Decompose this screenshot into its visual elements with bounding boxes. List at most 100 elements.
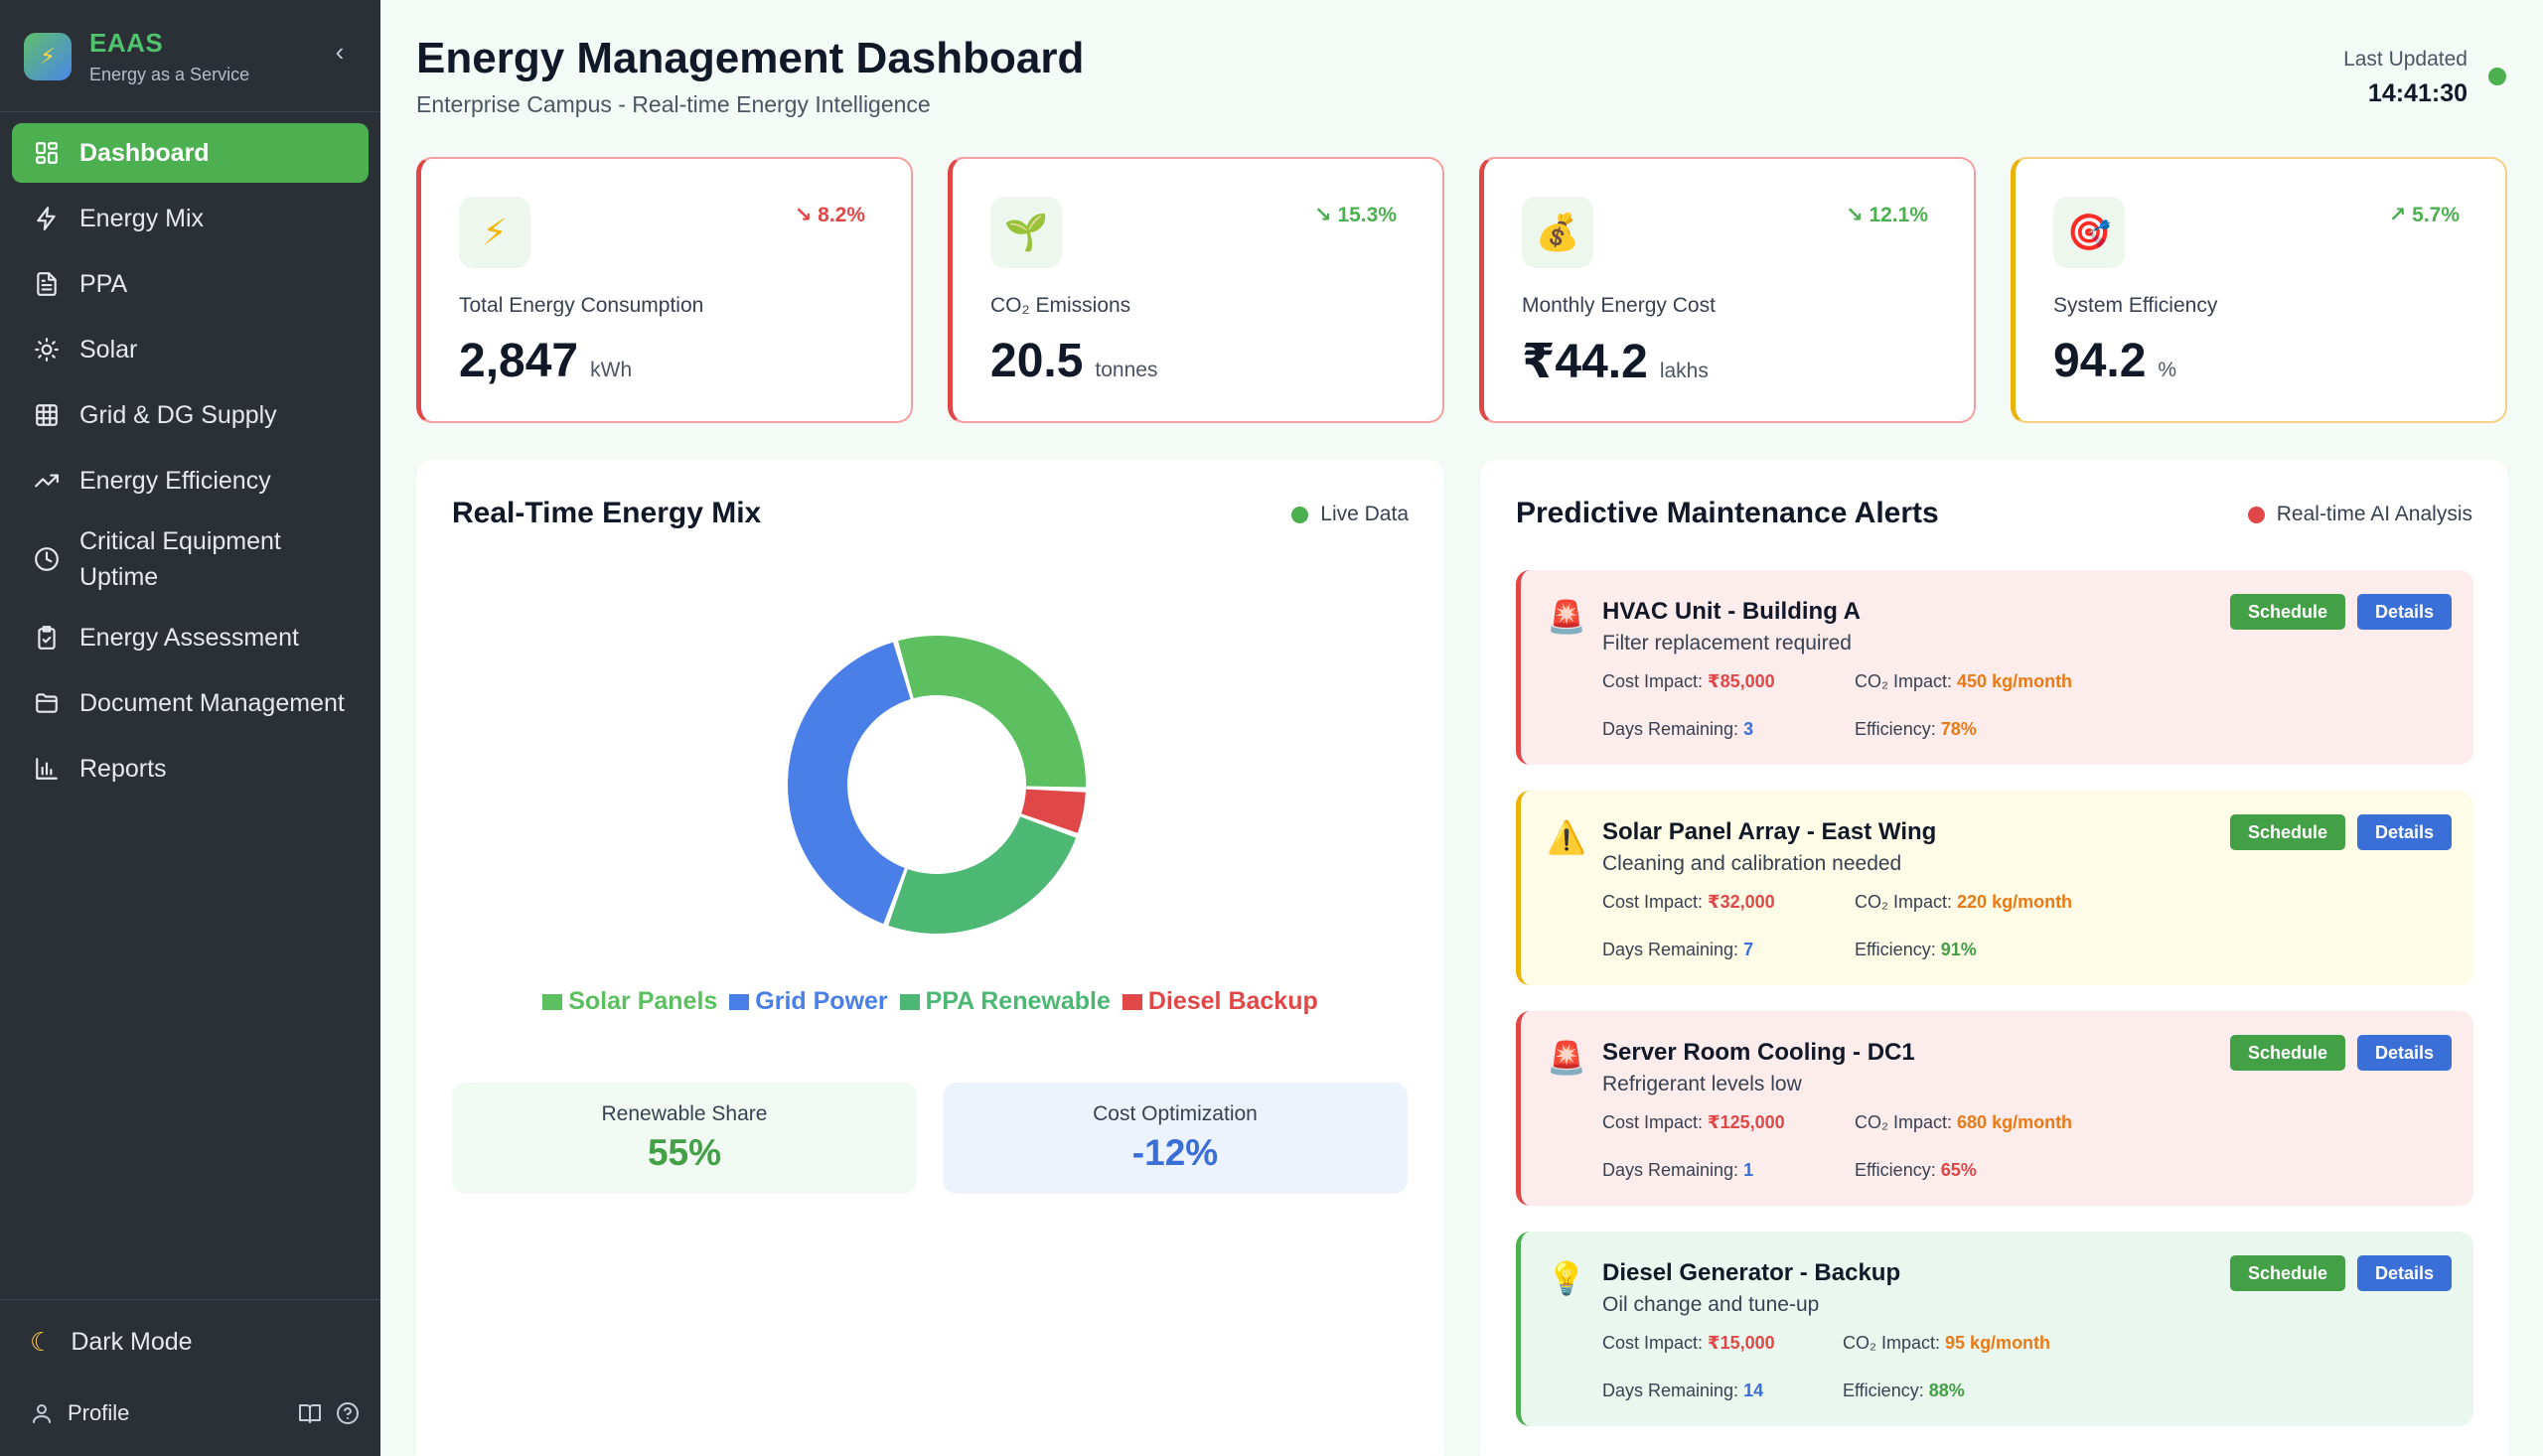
sidebar-item-energy-assessment[interactable]: Energy Assessment — [12, 608, 369, 667]
dark-mode-toggle[interactable]: ☾ Dark Mode — [30, 1327, 193, 1358]
last-updated: Last Updated 14:41:30 — [2343, 48, 2468, 108]
details-button[interactable]: Details — [2356, 594, 2452, 630]
bolt-icon — [32, 204, 62, 233]
donut-slice-ppa[interactable] — [888, 816, 1077, 934]
kpi-unit: tonnes — [1095, 359, 1158, 381]
energy-mix-panel: Real-Time Energy Mix Live Data Solar Pan… — [416, 459, 1444, 1456]
sidebar-item-reports[interactable]: Reports — [12, 739, 369, 799]
kpi-value: 20.5 — [990, 335, 1084, 387]
alert-description: Refrigerant levels low — [1602, 1073, 1802, 1095]
kpi-trend: ↘ 12.1% — [1846, 204, 1928, 226]
lightbulb-icon: 💡 — [1547, 1260, 1586, 1296]
details-button[interactable]: Details — [2356, 814, 2452, 850]
sidebar-item-label: Energy Assessment — [79, 624, 299, 652]
last-updated-time: 14:41:30 — [2367, 79, 2468, 107]
sidebar-item-energy-efficiency[interactable]: Energy Efficiency — [12, 451, 369, 510]
energy-mix-donut-chart — [778, 626, 1096, 944]
alert-title: HVAC Unit - Building A — [1602, 598, 1861, 625]
alert-title: Solar Panel Array - East Wing — [1602, 818, 1937, 845]
sidebar-item-ppa[interactable]: PPA — [12, 254, 369, 314]
legend-item-grid[interactable]: Grid Power — [729, 987, 888, 1016]
target-icon: 🎯 — [2053, 197, 2125, 268]
sidebar-item-grid-dg-supply[interactable]: Grid & DG Supply — [12, 385, 369, 445]
legend-item-ppa[interactable]: PPA Renewable — [899, 987, 1111, 1016]
live-data-label: Live Data — [1320, 503, 1409, 525]
kpi-card-system-efficiency[interactable]: 🎯 ↗ 5.7% System Efficiency 94.2% — [2011, 157, 2507, 423]
sidebar-item-dashboard[interactable]: Dashboard — [12, 123, 369, 183]
kpi-trend: ↗ 5.7% — [2388, 204, 2460, 226]
schedule-button[interactable]: Schedule — [2229, 1035, 2345, 1071]
alert-card: 🚨 HVAC Unit - Building A Filter replacem… — [1516, 570, 2473, 765]
sidebar-item-label: Grid & DG Supply — [79, 401, 277, 429]
sidebar-item-label: Energy Mix — [79, 205, 205, 232]
efficiency: Efficiency: 88% — [1843, 1381, 1965, 1400]
panel-title: Predictive Maintenance Alerts — [1516, 497, 1939, 529]
cost-impact: Cost Impact: ₹32,000 — [1602, 892, 1775, 912]
live-data-status: Live Data — [1291, 503, 1409, 526]
collapse-sidebar-chevron-icon[interactable]: ‹ — [335, 36, 345, 67]
brand-tagline: Energy as a Service — [89, 65, 250, 84]
days-remaining: Days Remaining: 14 — [1602, 1381, 1764, 1400]
renewable-share-label: Renewable Share — [601, 1102, 768, 1125]
brand[interactable]: ⚡ EAAS Energy as a Service — [24, 28, 249, 85]
table-icon — [32, 400, 62, 430]
grid-icon — [32, 138, 62, 168]
profile-row: Profile — [30, 1400, 360, 1426]
co2-impact: CO₂ Impact: 680 kg/month — [1855, 1112, 2073, 1132]
details-button[interactable]: Details — [2356, 1255, 2452, 1291]
alert-card: 🚨 Server Room Cooling - DC1 Refrigerant … — [1516, 1011, 2473, 1206]
divider — [0, 111, 380, 112]
alert-description: Cleaning and calibration needed — [1602, 852, 1902, 875]
brand-name: EAAS — [89, 28, 164, 58]
money-bag-icon: 💰 — [1522, 197, 1593, 268]
bar-chart-icon — [32, 754, 62, 784]
sidebar-item-label: Document Management — [79, 689, 345, 717]
lightning-icon: ⚡ — [459, 197, 530, 268]
donut-slice-solar[interactable] — [898, 636, 1086, 788]
alert-description: Filter replacement required — [1602, 632, 1852, 655]
sidebar-item-energy-mix[interactable]: Energy Mix — [12, 189, 369, 248]
donut-slice-diesel[interactable] — [1021, 789, 1086, 833]
kpi-value: ₹44.2 — [1522, 336, 1648, 388]
page-title: Energy Management Dashboard — [416, 34, 1085, 82]
cost-impact: Cost Impact: ₹85,000 — [1602, 671, 1775, 691]
last-updated-label: Last Updated — [2343, 48, 2468, 71]
kpi-card-monthly-cost[interactable]: 💰 ↘ 12.1% Monthly Energy Cost ₹44.2 lakhs — [1479, 157, 1976, 423]
kpi-card-co2-emissions[interactable]: 🌱 ↘ 15.3% CO₂ Emissions 20.5 tonnes — [948, 157, 1444, 423]
details-button[interactable]: Details — [2356, 1035, 2452, 1071]
kpi-unit: % — [2158, 359, 2177, 381]
maintenance-alerts-panel: Predictive Maintenance Alerts Real-time … — [1480, 459, 2508, 1456]
kpi-unit: kWh — [590, 359, 633, 381]
kpi-card-energy-consumption[interactable]: ⚡ ↘ 8.2% Total Energy Consumption 2,847 k… — [416, 157, 913, 423]
profile-link[interactable]: Profile — [68, 1400, 130, 1425]
sidebar-item-label: Reports — [79, 755, 167, 783]
help-icon[interactable] — [336, 1401, 360, 1425]
sidebar-item-critical-equipment-uptime[interactable]: Critical Equipment Uptime — [12, 516, 369, 602]
kpi-value: 94.2 — [2053, 335, 2147, 387]
book-icon[interactable] — [298, 1401, 322, 1425]
renewable-share-value: 55% — [647, 1132, 722, 1173]
siren-icon: 🚨 — [1547, 1040, 1586, 1076]
cost-optimization-card: Cost Optimization -12% — [943, 1083, 1408, 1194]
kpi-trend: ↘ 15.3% — [1314, 204, 1397, 226]
schedule-button[interactable]: Schedule — [2229, 594, 2345, 630]
sidebar-item-document-management[interactable]: Document Management — [12, 673, 369, 733]
user-icon — [33, 1404, 51, 1423]
sidebar-item-solar[interactable]: Solar — [12, 320, 369, 379]
legend-item-solar[interactable]: Solar Panels — [542, 987, 717, 1016]
sidebar-item-label: Critical Equipment Uptime — [79, 527, 281, 591]
panel-title: Real-Time Energy Mix — [452, 497, 762, 529]
donut-slice-grid[interactable] — [788, 642, 911, 925]
cost-impact: Cost Impact: ₹15,000 — [1602, 1333, 1775, 1353]
co2-impact: CO₂ Impact: 220 kg/month — [1855, 892, 2073, 912]
chart-legend: Solar Panels Grid Power PPA Renewable Di… — [416, 987, 1444, 1016]
co2-impact: CO₂ Impact: 450 kg/month — [1855, 671, 2073, 691]
efficiency: Efficiency: 91% — [1855, 940, 1977, 959]
schedule-button[interactable]: Schedule — [2229, 814, 2345, 850]
schedule-button[interactable]: Schedule — [2229, 1255, 2345, 1291]
cost-optimization-value: -12% — [1131, 1132, 1219, 1173]
donut-svg — [788, 636, 1086, 934]
legend-item-diesel[interactable]: Diesel Backup — [1122, 987, 1318, 1016]
trend-icon — [32, 466, 62, 496]
cost-impact: Cost Impact: ₹125,000 — [1602, 1112, 1785, 1132]
